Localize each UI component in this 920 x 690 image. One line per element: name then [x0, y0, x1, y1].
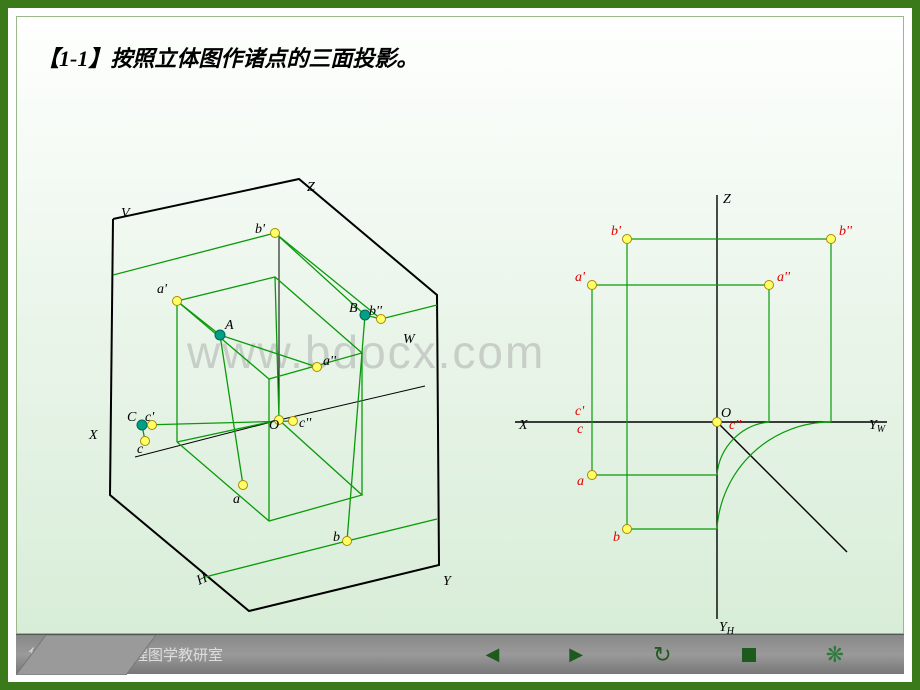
svg-text:Z: Z	[723, 192, 731, 207]
footer-bar: 华东交通大学工程图学教研室 ◀ ▶ ↻ ❋	[16, 634, 904, 674]
svg-text:X: X	[518, 418, 528, 433]
svg-text:b'': b''	[839, 224, 853, 239]
svg-text:a'': a''	[323, 354, 337, 369]
svg-text:b: b	[333, 530, 340, 545]
svg-text:c': c'	[575, 404, 585, 419]
right-diagram: Z X YW O YH c' c c'' b' b'' a' a'' a b	[467, 17, 907, 657]
svg-text:A: A	[224, 318, 234, 333]
svg-text:V: V	[121, 206, 131, 221]
svg-text:b': b'	[255, 222, 266, 237]
home-icon[interactable]: ❋	[826, 642, 844, 668]
prev-icon[interactable]: ◀	[485, 644, 499, 665]
svg-text:c'': c''	[299, 416, 312, 431]
slide-content: 【1-1】按照立体图作诸点的三面投影。 www.bdocx.com	[16, 16, 904, 634]
svg-text:b'': b''	[369, 304, 383, 319]
svg-text:O: O	[269, 418, 279, 433]
svg-text:b: b	[613, 530, 620, 545]
svg-text:a': a'	[157, 282, 168, 297]
svg-text:Y: Y	[443, 574, 453, 589]
svg-text:c': c'	[145, 410, 155, 425]
svg-text:Z: Z	[307, 180, 315, 195]
svg-text:a: a	[233, 492, 240, 507]
stop-icon[interactable]	[742, 648, 756, 662]
points-proj: a' b' a'' b'' a b c' c c'' O	[137, 222, 386, 546]
svg-text:H: H	[193, 570, 210, 589]
left-diagram: V Z X Y W H A B C a' b' a'' b'' a b	[17, 17, 477, 657]
footer-controls: ◀ ▶ ↻ ❋	[485, 642, 904, 668]
svg-text:c: c	[577, 422, 584, 437]
svg-text:a: a	[577, 474, 584, 489]
svg-text:X: X	[88, 428, 98, 443]
svg-text:YW: YW	[869, 418, 887, 435]
next-icon[interactable]: ▶	[569, 644, 583, 665]
svg-text:a': a'	[575, 270, 586, 285]
svg-text:W: W	[403, 332, 416, 347]
svg-text:a'': a''	[777, 270, 791, 285]
svg-text:c'': c''	[729, 418, 742, 433]
svg-text:c: c	[137, 442, 144, 457]
svg-text:C: C	[127, 410, 137, 425]
svg-text:b': b'	[611, 224, 622, 239]
svg-text:B: B	[349, 301, 358, 316]
app-frame: 【1-1】按照立体图作诸点的三面投影。 www.bdocx.com	[0, 0, 920, 690]
refresh-icon[interactable]: ↻	[653, 642, 671, 668]
